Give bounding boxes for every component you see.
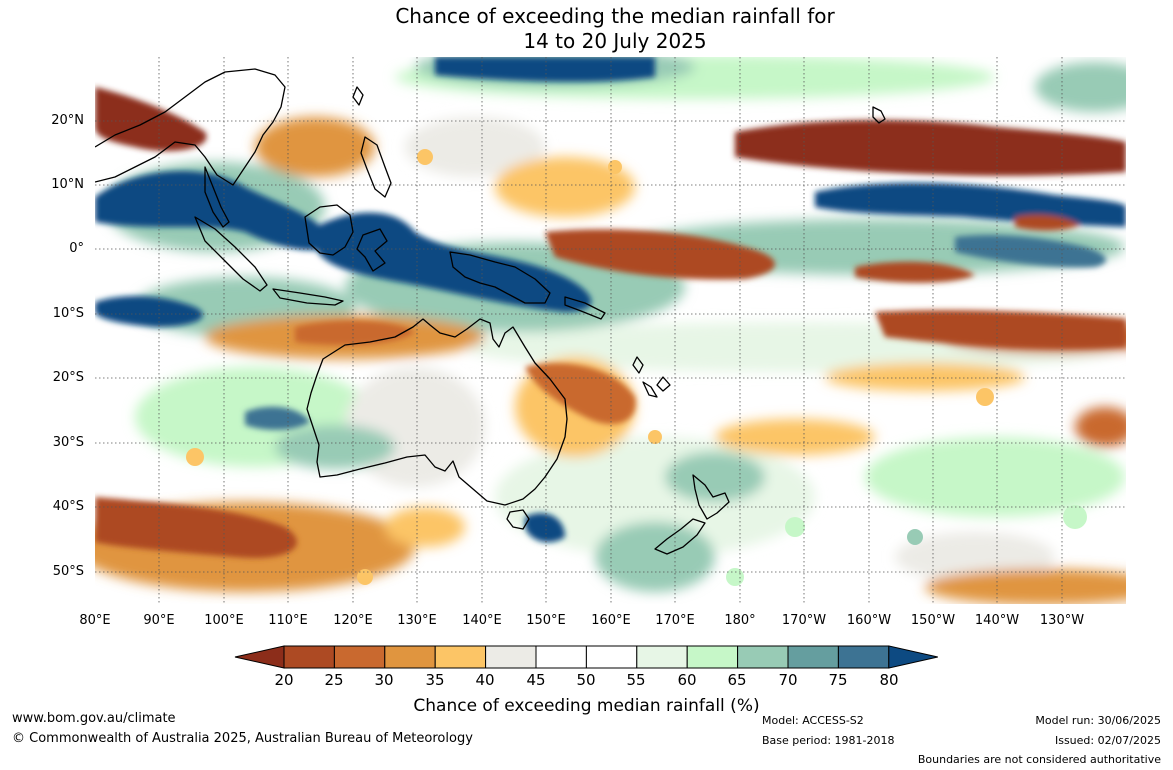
lon-label-150w: 150°W [910, 613, 956, 628]
colorbar-extend-high [888, 645, 938, 669]
colorbar-tick-55: 55 [626, 671, 646, 689]
nz-north-coast [692, 474, 730, 520]
lon-label-130e: 130°E [397, 613, 437, 628]
model-run-date: Model run: 30/06/2025 [1035, 714, 1161, 727]
colorbar-tick-65: 65 [727, 671, 747, 689]
model-name: Model: ACCESS-S2 [762, 714, 864, 727]
taiwan-coast [352, 86, 364, 106]
solomon-coast [564, 296, 606, 320]
tasmania-coast [506, 509, 530, 530]
colorbar-tick-50: 50 [576, 671, 596, 689]
lon-label-130w: 130°W [1039, 613, 1085, 628]
boundaries-disclaimer: Boundaries are not considered authoritat… [917, 753, 1161, 766]
colorbar-tick-60: 60 [677, 671, 697, 689]
map-title: Chance of exceeding the median rainfall … [0, 4, 1173, 54]
colorbar-tick-75: 75 [828, 671, 848, 689]
colorbar-cell [434, 645, 487, 669]
new-guinea-coast [449, 251, 551, 304]
sumatra-coast [194, 216, 268, 292]
asia-coast [95, 68, 286, 186]
map-canvas [95, 57, 1126, 604]
colorbar-extend-low [234, 645, 285, 669]
lat-label-20n: 20°N [51, 113, 84, 128]
colorbar-tick-35: 35 [425, 671, 445, 689]
lat-label-equator: 0° [69, 241, 84, 256]
lon-label-100e: 100°E [204, 613, 244, 628]
colorbar-cell [485, 645, 537, 669]
colorbar-tick-40: 40 [475, 671, 495, 689]
colorbar-cell [636, 645, 688, 669]
lat-label-50s: 50°S [52, 564, 84, 579]
colorbar [234, 645, 938, 669]
sulawesi-coast [356, 228, 388, 272]
lon-label-150e: 150°E [526, 613, 566, 628]
colorbar-tick-20: 20 [274, 671, 294, 689]
colorbar-tick-70: 70 [778, 671, 798, 689]
colorbar-cell [787, 645, 839, 669]
website-link[interactable]: www.bom.gov.au/climate [12, 711, 176, 726]
graticule [95, 57, 1126, 604]
lat-label-20s: 20°S [52, 370, 84, 385]
java-coast [272, 288, 344, 306]
lon-label-120e: 120°E [333, 613, 373, 628]
nz-south-coast [654, 518, 706, 555]
colorbar-cell [283, 645, 335, 669]
colorbar-cell [384, 645, 436, 669]
philippines-coast [360, 136, 392, 198]
lon-label-80e: 80°E [79, 613, 111, 628]
australia-coast [306, 318, 568, 506]
colorbar-cell [686, 645, 739, 669]
title-line-2: 14 to 20 July 2025 [523, 29, 707, 53]
lon-label-110e: 110°E [268, 613, 308, 628]
fiji-coast [656, 376, 671, 392]
lat-label-10n: 10°N [51, 177, 84, 192]
colorbar-cell [737, 645, 789, 669]
colorbar-tick-45: 45 [526, 671, 546, 689]
coastlines [95, 68, 886, 555]
colorbar-title: Chance of exceeding median rainfall (%) [413, 696, 760, 716]
lat-label-30s: 30°S [52, 435, 84, 450]
malay-peninsula-coast [204, 166, 230, 228]
lon-label-170w: 170°W [781, 613, 827, 628]
title-line-1: Chance of exceeding the median rainfall … [395, 4, 835, 28]
lon-label-160w: 160°W [846, 613, 892, 628]
lon-label-160e: 160°E [591, 613, 631, 628]
lon-label-180: 180° [724, 613, 756, 628]
colorbar-cell [837, 645, 890, 669]
colorbar-cell [585, 645, 638, 669]
new-caledonia-coast [642, 381, 658, 398]
colorbar-tick-80: 80 [879, 671, 899, 689]
issued-date: Issued: 02/07/2025 [1054, 734, 1161, 747]
borneo-coast [304, 204, 354, 256]
lat-label-40s: 40°S [52, 499, 84, 514]
base-period: Base period: 1981-2018 [762, 734, 895, 747]
lon-label-170e: 170°E [655, 613, 695, 628]
vanuatu-coast [632, 356, 644, 374]
lon-label-140w: 140°W [974, 613, 1020, 628]
hawaii-coast [872, 106, 886, 124]
colorbar-tick-30: 30 [374, 671, 394, 689]
rainfall-map [95, 57, 1126, 604]
colorbar-cell [333, 645, 386, 669]
colorbar-tick-25: 25 [324, 671, 344, 689]
lon-label-90e: 90°E [143, 613, 175, 628]
colorbar-cell [535, 645, 587, 669]
lat-label-10s: 10°S [52, 306, 84, 321]
lon-label-140e: 140°E [462, 613, 502, 628]
copyright-text: © Commonwealth of Australia 2025, Austra… [12, 731, 473, 746]
